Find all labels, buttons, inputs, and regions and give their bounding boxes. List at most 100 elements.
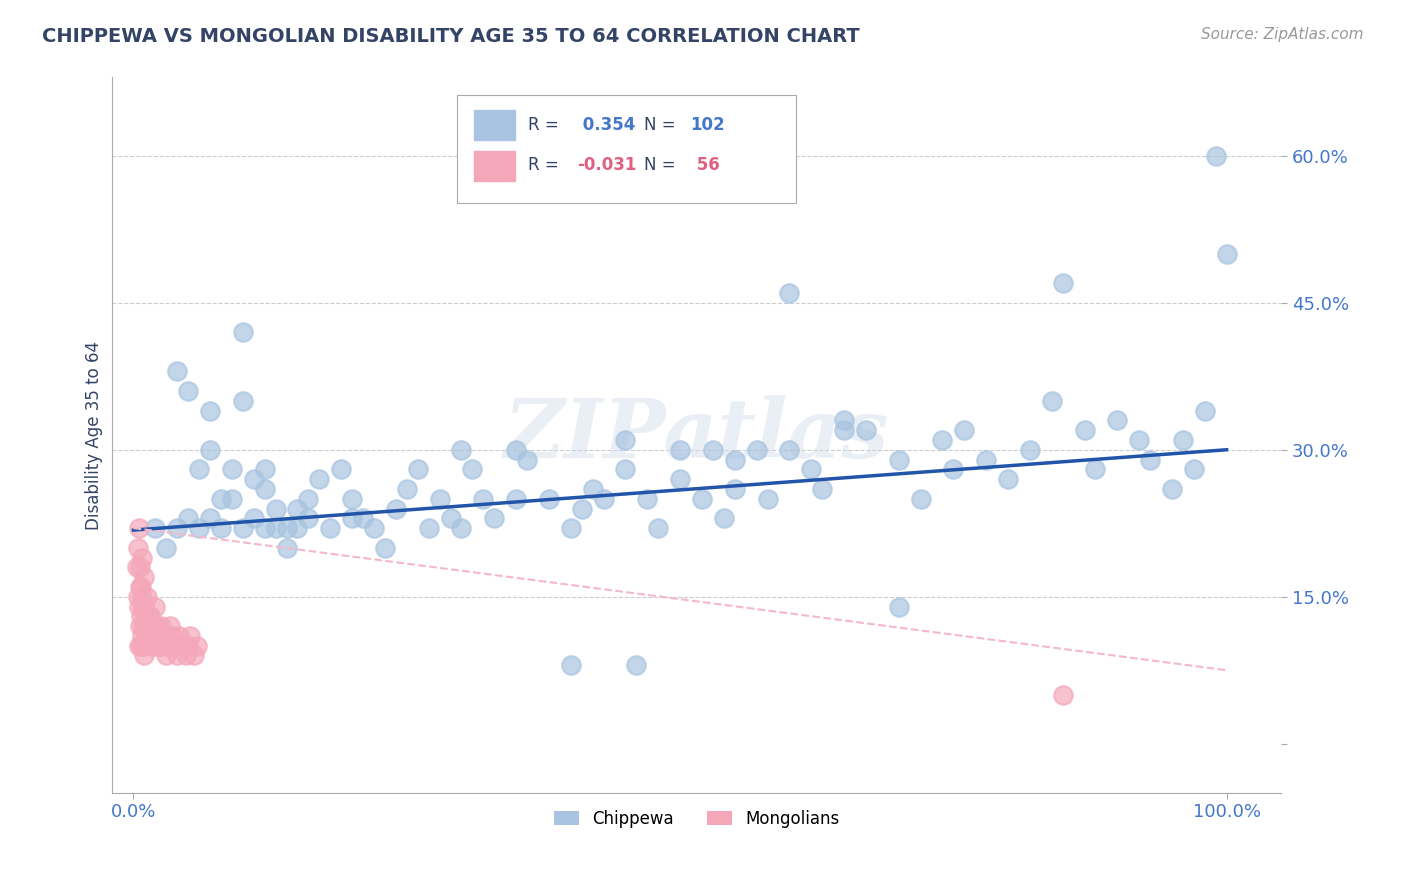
Point <box>129 560 152 574</box>
Point <box>129 639 152 653</box>
Point <box>287 521 309 535</box>
Point <box>352 511 374 525</box>
Text: R =: R = <box>529 116 564 134</box>
Point <box>166 364 188 378</box>
Point <box>855 423 877 437</box>
Point <box>1040 393 1063 408</box>
Point <box>232 521 254 535</box>
Point <box>163 639 186 653</box>
Point <box>395 482 418 496</box>
Point <box>129 609 152 624</box>
Point <box>374 541 396 555</box>
Point <box>1171 433 1194 447</box>
Text: N =: N = <box>644 116 681 134</box>
Point <box>131 590 153 604</box>
Point <box>974 452 997 467</box>
Point <box>472 491 495 506</box>
Point <box>297 491 319 506</box>
Point <box>129 580 152 594</box>
Point <box>149 629 172 643</box>
Point <box>143 639 166 653</box>
Point <box>363 521 385 535</box>
Point <box>1182 462 1205 476</box>
Point <box>505 442 527 457</box>
Point <box>997 472 1019 486</box>
Point <box>571 501 593 516</box>
Point <box>669 472 692 486</box>
Point <box>128 599 150 614</box>
Point <box>198 403 221 417</box>
Point <box>149 629 172 643</box>
Point <box>505 491 527 506</box>
Point <box>429 491 451 506</box>
Text: 0.354: 0.354 <box>576 116 636 134</box>
Point <box>560 521 582 535</box>
Point <box>1205 149 1227 163</box>
Point <box>150 639 173 653</box>
Text: -0.031: -0.031 <box>576 156 637 175</box>
Point <box>581 482 603 496</box>
Point <box>1018 442 1040 457</box>
Point <box>242 511 264 525</box>
Text: R =: R = <box>529 156 564 175</box>
Point <box>188 462 211 476</box>
Point <box>450 521 472 535</box>
Point <box>128 639 150 653</box>
Point <box>155 541 177 555</box>
Point <box>148 639 170 653</box>
Point <box>139 609 162 624</box>
Point <box>149 619 172 633</box>
Point <box>406 462 429 476</box>
Point <box>516 452 538 467</box>
Point <box>537 491 560 506</box>
Point <box>134 648 156 663</box>
Point <box>198 511 221 525</box>
Point <box>132 599 155 614</box>
Point <box>135 590 157 604</box>
Text: CHIPPEWA VS MONGOLIAN DISABILITY AGE 35 TO 64 CORRELATION CHART: CHIPPEWA VS MONGOLIAN DISABILITY AGE 35 … <box>42 27 860 45</box>
Point <box>745 442 768 457</box>
Point <box>614 433 637 447</box>
Point <box>832 423 855 437</box>
Point <box>450 442 472 457</box>
Point <box>155 648 177 663</box>
Point <box>143 619 166 633</box>
Point <box>132 639 155 653</box>
Point <box>1161 482 1184 496</box>
Point <box>832 413 855 427</box>
Point <box>146 629 169 643</box>
Point <box>439 511 461 525</box>
Point <box>134 599 156 614</box>
Point <box>385 501 408 516</box>
Point <box>1073 423 1095 437</box>
Point <box>166 521 188 535</box>
Point <box>131 550 153 565</box>
Point <box>139 639 162 653</box>
Point <box>669 442 692 457</box>
Point <box>931 433 953 447</box>
Legend: Chippewa, Mongolians: Chippewa, Mongolians <box>547 803 846 834</box>
Point <box>636 491 658 506</box>
Point <box>724 482 747 496</box>
Point <box>647 521 669 535</box>
Point <box>690 491 713 506</box>
Bar <box>474 151 515 181</box>
Point <box>887 452 910 467</box>
Point <box>125 560 148 574</box>
Point <box>1052 276 1074 290</box>
Bar <box>474 111 515 140</box>
Point <box>560 658 582 673</box>
Point <box>141 629 163 643</box>
Point <box>166 648 188 663</box>
Point <box>142 619 165 633</box>
Point <box>287 501 309 516</box>
Point <box>139 619 162 633</box>
Point <box>702 442 724 457</box>
Point <box>253 462 276 476</box>
Point <box>209 521 232 535</box>
Point <box>232 325 254 339</box>
Point <box>174 648 197 663</box>
Point <box>177 384 200 398</box>
Point <box>177 511 200 525</box>
Point <box>614 462 637 476</box>
